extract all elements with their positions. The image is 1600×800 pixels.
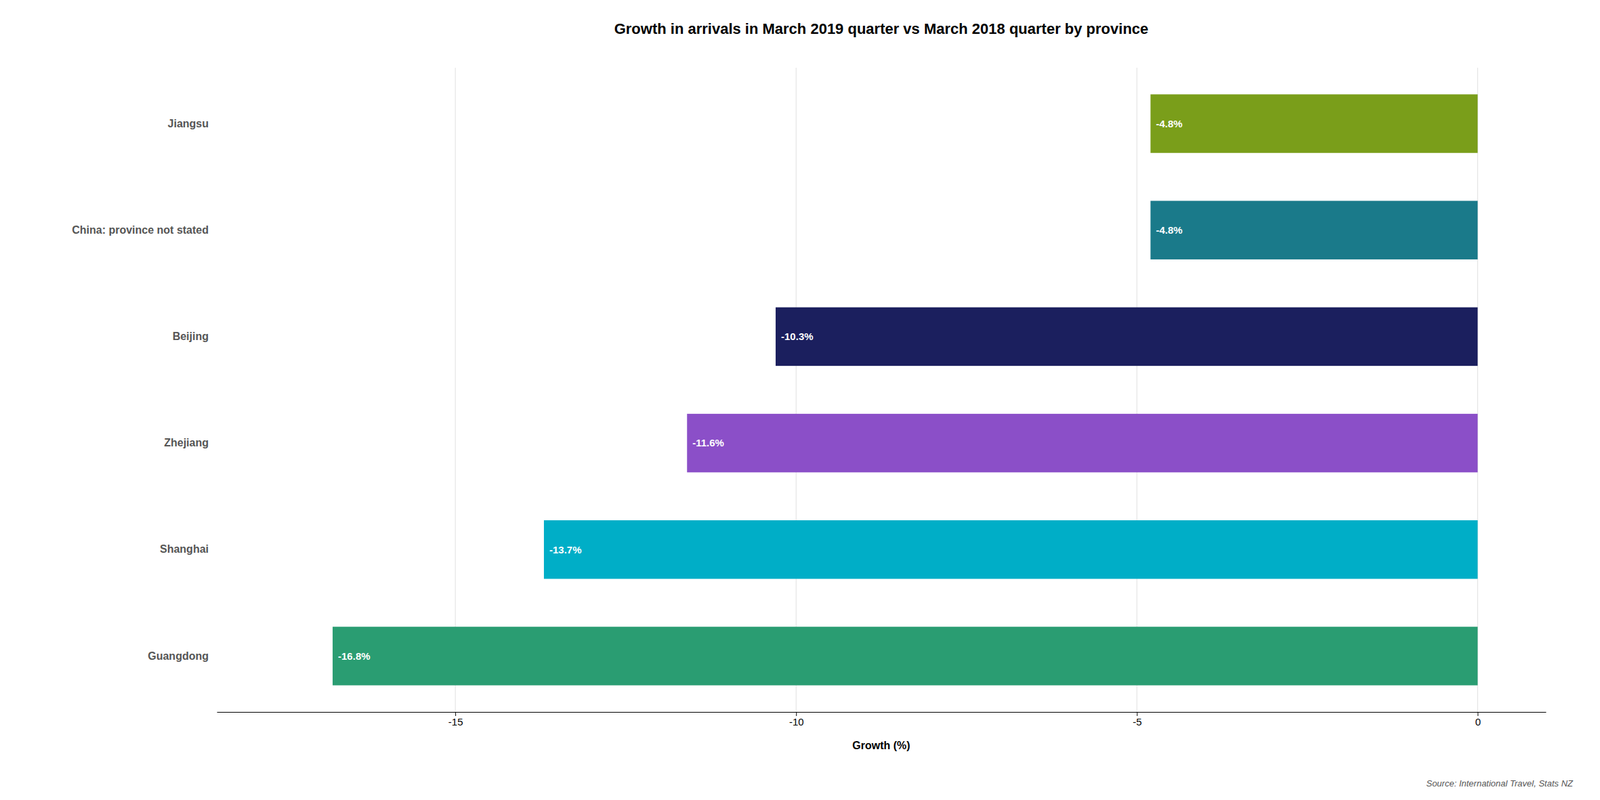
bars xyxy=(332,94,1478,685)
y-tick-label: Beijing xyxy=(172,330,209,343)
x-tick-label: 0 xyxy=(1475,716,1481,728)
y-tick-label: Jiangsu xyxy=(167,117,209,130)
y-tick-label: Shanghai xyxy=(159,543,209,555)
grid-line xyxy=(1136,67,1138,712)
y-tick: Beijing xyxy=(172,330,209,343)
data-label: -11.6% xyxy=(692,436,725,449)
x-tick: -10 xyxy=(789,711,805,728)
bar xyxy=(775,307,1478,366)
x-axis-title: Growth (%) xyxy=(852,739,910,752)
x-tick: 0 xyxy=(1475,711,1481,728)
x-tick: -5 xyxy=(1132,711,1142,728)
bar xyxy=(543,520,1478,579)
y-tick-label: Zhejiang xyxy=(163,436,209,449)
x-tick-label: -5 xyxy=(1132,716,1142,728)
y-axis: Guangdong Shanghai Zhejiang Beijing China: p… xyxy=(71,117,209,662)
plot: -15 -10 -5 0 Guangdong Shanghai Zhejiang Beijin… xyxy=(71,67,1546,728)
grid-line xyxy=(795,67,797,712)
y-tick: Zhejiang xyxy=(163,436,209,449)
bar xyxy=(686,413,1478,473)
x-tick-label: -15 xyxy=(448,716,464,728)
title: Growth in arrivals in March 2019 quarter… xyxy=(614,20,1149,38)
bar xyxy=(1150,200,1478,259)
x-axis-line xyxy=(217,711,1547,713)
annotation: Source: International Travel, Stats NZ xyxy=(1425,778,1574,789)
grid xyxy=(455,67,1478,712)
grid-line xyxy=(455,67,456,712)
data-label: -13.7% xyxy=(549,543,582,556)
y-tick: China: province not stated xyxy=(71,224,209,236)
y-tick: Guangdong xyxy=(147,650,209,662)
chart: -15 -10 -5 0 Guangdong Shanghai Zhejiang Beijin… xyxy=(0,0,1600,800)
x-axis: -15 -10 -5 0 xyxy=(217,711,1547,728)
y-tick: Jiangsu xyxy=(167,117,209,130)
data-label: -4.8% xyxy=(1155,224,1183,236)
data-label: -4.8% xyxy=(1155,117,1183,130)
y-tick-label: Guangdong xyxy=(147,650,209,662)
data-labels: -16.8% -13.7% -11.6% -10.3% -4.8% -4.8% xyxy=(338,117,1183,662)
x-tick: -15 xyxy=(448,711,464,728)
data-label: -10.3% xyxy=(781,330,814,343)
data-label: -16.8% xyxy=(338,650,371,662)
y-tick-label: China: province not stated xyxy=(71,224,209,236)
bar xyxy=(332,626,1478,685)
y-tick: Shanghai xyxy=(159,543,209,555)
x-tick-label: -10 xyxy=(789,716,805,728)
bar xyxy=(1150,94,1478,153)
grid-line xyxy=(1477,67,1479,712)
